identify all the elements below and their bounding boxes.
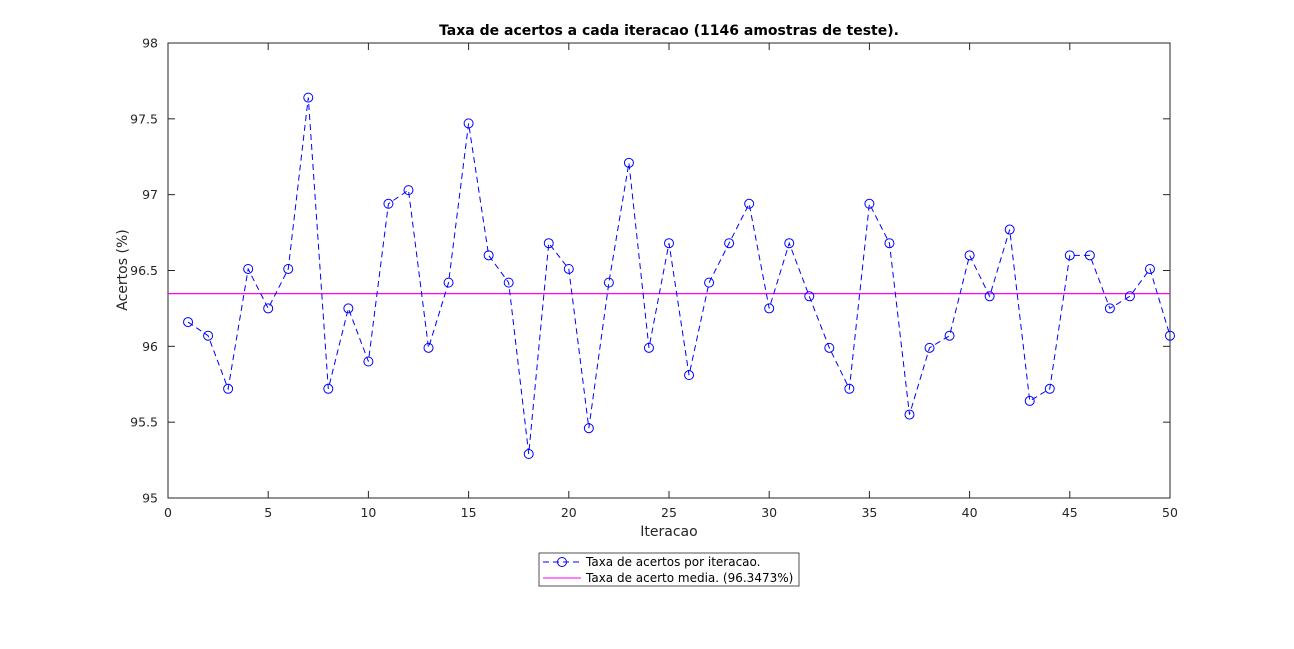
legend-label-series-2: Taxa de acerto media. (96.3473%) [585, 571, 793, 585]
data-point [643, 342, 654, 353]
x-tick-label: 10 [360, 505, 376, 520]
x-tick-label: 40 [962, 505, 978, 520]
x-tick-label: 20 [561, 505, 577, 520]
data-point [784, 238, 795, 249]
data-point [303, 92, 314, 103]
data-point [183, 317, 194, 328]
legend-label-series-1: Taxa de acertos por iteracao. [585, 555, 760, 569]
y-tick-label: 97.5 [130, 111, 158, 126]
data-point [623, 157, 634, 168]
data-point [443, 277, 454, 288]
data-point [343, 303, 354, 314]
data-point [423, 342, 434, 353]
legend: Taxa de acertos por iteracao. Taxa de ac… [538, 552, 800, 587]
data-point [283, 263, 294, 274]
x-tick-label: 5 [264, 505, 272, 520]
data-point [864, 198, 875, 209]
series-line-accuracy [187, 97, 1171, 455]
x-tick-label: 0 [164, 505, 172, 520]
y-tick-label: 98 [142, 36, 158, 51]
data-point [724, 238, 735, 249]
data-point [543, 238, 554, 249]
y-tick-label: 95.5 [130, 415, 158, 430]
data-point [363, 356, 374, 367]
data-point [483, 250, 494, 261]
data-point [1044, 383, 1055, 394]
data-point [844, 383, 855, 394]
y-axis-label: Acertos (%) [115, 229, 131, 310]
data-point [824, 342, 835, 353]
data-point [603, 277, 614, 288]
data-point [523, 449, 534, 460]
chart-title: Taxa de acertos a cada iteracao (1146 am… [439, 23, 899, 39]
y-tick-label: 96 [142, 339, 158, 354]
data-point [1064, 250, 1075, 261]
data-point [243, 263, 254, 274]
data-point [503, 277, 514, 288]
data-point [1004, 224, 1015, 235]
x-tick-label: 35 [861, 505, 877, 520]
y-tick-label: 96.5 [130, 263, 158, 278]
data-point [1024, 395, 1035, 406]
data-point [704, 277, 715, 288]
data-point [764, 303, 775, 314]
data-point [223, 383, 234, 394]
x-axis-label: Iteracao [640, 524, 697, 540]
data-point [563, 263, 574, 274]
data-point [1165, 330, 1175, 341]
data-point [744, 198, 755, 209]
x-axis-ticks: 0 5 10 15 20 25 30 35 40 45 50 [164, 43, 1178, 520]
x-tick-label: 45 [1062, 505, 1078, 520]
data-point [263, 303, 274, 314]
data-point [684, 370, 695, 381]
data-point [924, 342, 935, 353]
data-point [964, 250, 975, 261]
x-tick-label: 25 [661, 505, 677, 520]
data-point [1144, 263, 1155, 274]
y-tick-label: 95 [142, 491, 158, 506]
data-point [583, 423, 594, 434]
y-tick-label: 97 [142, 187, 158, 202]
legend-marker-series-1 [557, 557, 567, 567]
data-point [1104, 303, 1115, 314]
series-layer [168, 92, 1175, 460]
data-point [1124, 291, 1135, 302]
data-point [804, 291, 815, 302]
x-tick-label: 50 [1162, 505, 1178, 520]
data-point [984, 291, 995, 302]
data-point [403, 185, 414, 196]
data-point [1084, 250, 1095, 261]
data-point [203, 330, 214, 341]
plot-area [167, 42, 1171, 499]
x-tick-label: 30 [761, 505, 777, 520]
x-tick-label: 15 [461, 505, 477, 520]
data-point [904, 409, 915, 420]
data-point [463, 118, 474, 129]
data-point [884, 238, 895, 249]
data-point [383, 198, 394, 209]
data-point [944, 330, 955, 341]
y-axis-ticks: 95 95.5 96 96.5 97 97.5 98 [130, 36, 1170, 506]
legend-box [538, 552, 800, 587]
data-point [323, 383, 334, 394]
data-point [664, 238, 674, 249]
